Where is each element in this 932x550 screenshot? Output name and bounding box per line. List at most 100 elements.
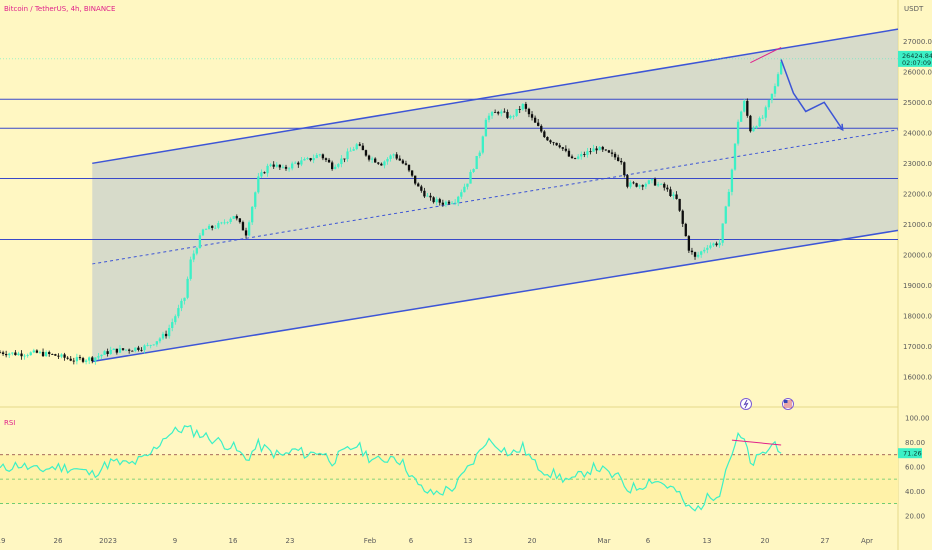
candle: [112, 348, 115, 351]
candle: [374, 157, 377, 163]
channel-upper-line[interactable]: [92, 28, 899, 165]
channel-lower-line[interactable]: [92, 229, 899, 363]
candle: [487, 113, 491, 123]
candle: [171, 318, 174, 332]
candle: [709, 242, 712, 250]
candle: [407, 164, 411, 173]
candle: [463, 183, 466, 193]
candle: [577, 154, 580, 160]
candle: [161, 331, 165, 341]
candle: [1, 350, 5, 356]
candle: [287, 166, 291, 172]
candle: [546, 136, 549, 141]
candle: [177, 304, 180, 319]
candle: [521, 103, 524, 111]
candle: [401, 158, 405, 165]
candle: [75, 353, 79, 365]
rsi-tick-label: 40.00: [905, 488, 925, 496]
candle: [776, 72, 780, 87]
time-axis[interactable]: 19 26 2023 9 16 23 Feb 6 13 20 Mar 6 13 20 27 Apr: [0, 537, 873, 545]
candle: [767, 99, 770, 110]
candle: [583, 151, 586, 158]
candle: [226, 221, 229, 225]
candle: [586, 147, 589, 158]
candle: [297, 161, 300, 168]
candle: [257, 172, 260, 194]
candle: [44, 350, 48, 357]
candle: [247, 220, 251, 237]
candle: [260, 169, 263, 178]
candle: [724, 205, 727, 224]
last-price-label: 26424.84: [902, 52, 932, 60]
candle: [395, 152, 398, 161]
candle: [235, 214, 238, 221]
candle: [616, 154, 620, 162]
rsi-axis[interactable]: 20.00 40.00 60.00 80.00 100.00 71.26: [898, 415, 930, 521]
price-tick-label: 22000.00: [903, 190, 932, 198]
candle: [549, 139, 552, 145]
candle: [337, 162, 340, 169]
projection-arrowhead: [836, 123, 844, 132]
candle: [266, 163, 269, 177]
candle: [518, 105, 521, 114]
price-tick-label: 21000.00: [903, 221, 932, 229]
candle: [343, 158, 346, 163]
candle: [149, 344, 152, 349]
candle: [543, 130, 546, 138]
candle: [460, 189, 463, 200]
candle: [72, 357, 75, 365]
candle: [715, 241, 718, 247]
candle: [180, 298, 183, 312]
candle: [361, 143, 365, 151]
rsi-pane[interactable]: [0, 424, 898, 512]
price-pane[interactable]: [0, 28, 899, 410]
price-divergence-line[interactable]: [750, 46, 782, 64]
candle: [678, 198, 681, 212]
candle: [146, 342, 149, 347]
time-tick-label: 6: [646, 537, 651, 545]
candle: [432, 196, 435, 204]
candle: [509, 114, 512, 120]
candle: [312, 154, 315, 164]
candle: [281, 164, 285, 169]
candle: [63, 352, 66, 361]
candle: [81, 356, 85, 364]
candle: [684, 222, 687, 237]
last-price-badge: [898, 50, 932, 67]
rsi-divergence-line[interactable]: [731, 439, 782, 446]
candle: [755, 125, 758, 130]
candle: [653, 177, 657, 186]
candle: [334, 164, 337, 170]
time-tick-label: Feb: [364, 537, 377, 545]
candle: [358, 142, 361, 147]
time-tick-label: 2023: [99, 537, 117, 545]
candle: [540, 124, 543, 133]
time-tick-label: 26: [54, 537, 63, 545]
candle: [515, 108, 518, 118]
candle: [693, 251, 697, 260]
candle: [650, 178, 654, 184]
us-flag-icon[interactable]: [782, 398, 794, 410]
rsi-value-label: 71.26: [903, 450, 922, 458]
candle: [672, 192, 675, 200]
candle: [450, 201, 454, 205]
candle: [195, 246, 198, 256]
rsi-line[interactable]: [0, 424, 782, 512]
candle: [186, 276, 189, 300]
projection-path[interactable]: [780, 59, 844, 131]
candle: [644, 182, 647, 190]
candle: [364, 149, 368, 157]
candle: [743, 99, 746, 113]
candle: [527, 107, 531, 118]
candle: [472, 168, 475, 174]
candle: [109, 346, 112, 355]
lightning-icon[interactable]: [740, 398, 752, 410]
time-tick-label: 20: [528, 537, 537, 545]
candle: [367, 154, 371, 162]
channel-mid-line[interactable]: [92, 129, 899, 265]
candle: [537, 119, 540, 127]
candle: [383, 160, 386, 169]
price-tick-label: 24000.00: [903, 129, 932, 137]
